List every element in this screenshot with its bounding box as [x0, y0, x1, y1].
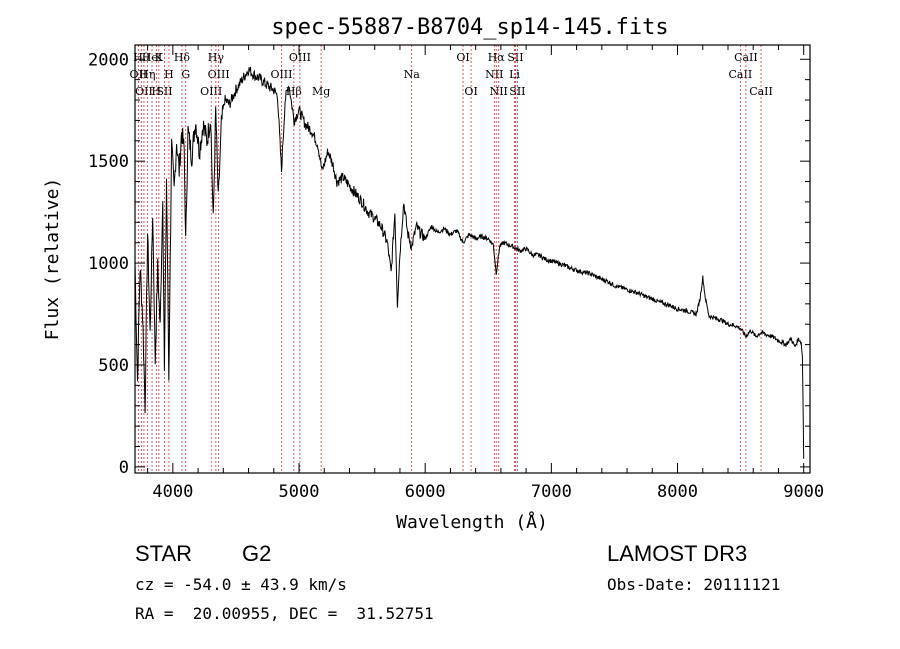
line-label-25: SII — [509, 85, 525, 98]
y-tick-label: 2000 — [88, 50, 129, 70]
line-label-4: HeI — [142, 51, 162, 64]
redshift-velocity: cz = -54.0 ± 43.9 km/s — [135, 575, 347, 594]
x-axis-label: Wavelength (Å) — [396, 511, 548, 533]
sky-coordinates: RA = 20.00955, DEC = 31.52751 — [135, 604, 434, 623]
x-tick-label: 9000 — [783, 482, 824, 502]
y-tick-label: 0 — [119, 458, 129, 478]
plot-frame — [134, 44, 811, 474]
x-tick-label: 5000 — [279, 482, 320, 502]
line-label-3: Hη — [139, 68, 155, 81]
line-label-19: OI — [456, 51, 469, 64]
line-label-14: OIII — [270, 68, 292, 81]
y-tick-label: 500 — [98, 356, 129, 376]
line-label-8: H — [164, 68, 174, 81]
y-tick-label: 1000 — [88, 254, 129, 274]
line-label-1: Hθ — [133, 51, 150, 64]
survey-name: LAMOST DR3 — [607, 541, 748, 566]
line-label-20: OI — [464, 85, 477, 98]
object-subclass: G2 — [242, 541, 272, 566]
line-label-23: NII — [490, 85, 508, 98]
line-label-26: Li — [509, 68, 520, 81]
line-label-6: K — [155, 51, 164, 64]
line-label-12: Hγ — [208, 51, 225, 64]
line-label-24: SII — [507, 51, 523, 64]
x-tick-label: 4000 — [152, 482, 193, 502]
chart-title: spec-55887-B8704_sp14-145.fits — [271, 15, 668, 40]
flux-series — [134, 66, 805, 459]
line-label-18: Na — [404, 68, 421, 81]
line-label-22: Hα — [488, 51, 506, 64]
line-label-17: Mg — [312, 85, 330, 98]
flux-line — [134, 66, 805, 459]
line-label-16: OIII — [289, 51, 311, 64]
line-label-28: CaII — [734, 51, 758, 64]
object-class: STAR — [135, 541, 193, 566]
x-tick-label: 6000 — [405, 482, 446, 502]
line-label-27: CaII — [729, 68, 753, 81]
x-tick-label: 7000 — [531, 482, 572, 502]
x-tick-label: 8000 — [657, 482, 698, 502]
y-axis-label: Flux (relative) — [42, 178, 63, 341]
line-label-5: H — [152, 85, 162, 98]
line-label-0: OII — [130, 68, 148, 81]
line-label-7: SII — [156, 85, 172, 98]
line-label-9: Hδ — [174, 51, 191, 64]
line-label-13: OIII — [208, 68, 230, 81]
y-tick-label: 1500 — [88, 152, 129, 172]
line-label-10: G — [181, 68, 190, 81]
line-label-21: NII — [485, 68, 503, 81]
line-label-2: OII — [135, 85, 153, 98]
line-label-29: CaII — [749, 85, 773, 98]
line-label-11: OIII — [200, 85, 222, 98]
axis-ticks: 4000 5000 6000 7000 8000 9000 0 500 1000 1500 2000 — [88, 45, 824, 502]
observation-date: Obs-Date: 20111121 — [607, 575, 781, 594]
